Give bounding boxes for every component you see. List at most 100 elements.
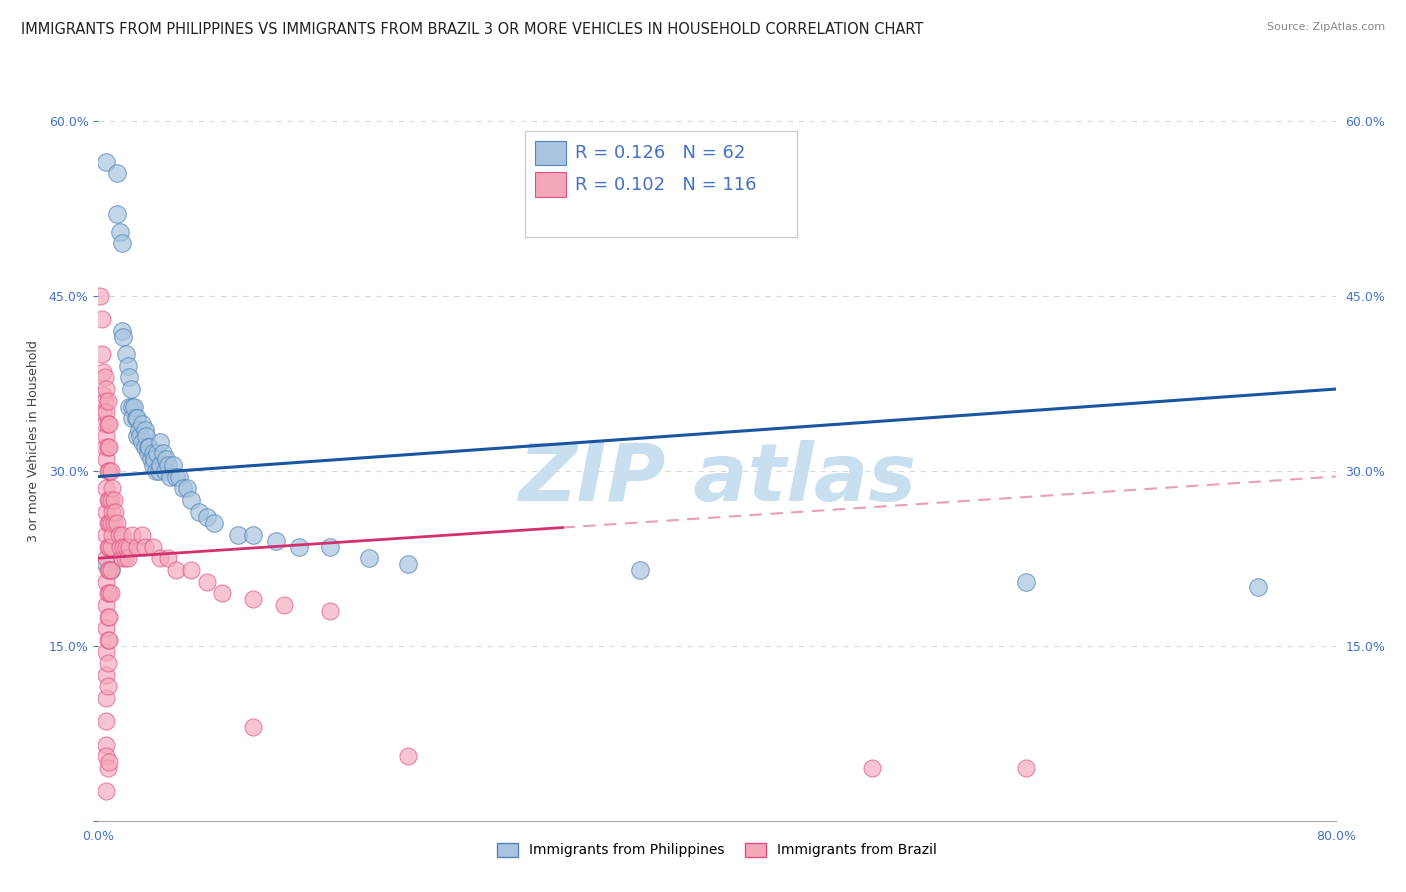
Point [101,504,124,518]
Point [111,551,132,566]
Point [242,592,264,607]
Point [98,441,121,455]
Point [91,365,114,379]
Point [112,540,135,554]
Point [111,324,132,338]
Point [89,289,111,303]
Point [96,528,118,542]
Point [103,516,125,531]
Point [98,563,121,577]
Point [90,347,112,361]
Point [93,393,115,408]
Point [100,540,122,554]
Point [96,405,118,419]
Point [396,557,419,571]
Point [176,481,198,495]
Point [127,411,149,425]
Point [273,598,295,612]
Point [195,510,218,524]
Point [96,557,118,571]
Point [117,359,139,373]
Text: Source: ZipAtlas.com: Source: ZipAtlas.com [1267,22,1385,32]
Point [93,370,115,384]
Point [860,761,883,775]
Point [122,400,145,414]
Point [124,411,146,425]
Point [96,452,118,467]
Point [105,166,128,180]
Point [98,464,121,478]
Point [97,492,120,507]
Point [121,528,143,542]
Point [97,516,120,531]
Point [114,551,136,566]
Point [98,516,121,531]
Point [172,481,194,495]
Point [134,423,156,437]
Point [108,225,131,239]
Point [118,370,141,384]
Point [141,446,165,460]
Point [100,586,122,600]
Text: R = 0.102   N = 116: R = 0.102 N = 116 [575,176,756,194]
Point [97,464,120,478]
Point [1015,761,1038,775]
Point [152,446,174,460]
Point [242,528,264,542]
Point [167,469,190,483]
Point [131,434,153,449]
Point [98,632,121,647]
Point [143,452,166,467]
Point [396,749,419,764]
Point [96,154,118,169]
Point [628,563,651,577]
Point [162,458,184,472]
Point [112,329,135,343]
Point [97,632,120,647]
Point [131,417,153,431]
Point [141,458,165,472]
Point [97,393,120,408]
Point [98,609,121,624]
Point [141,540,165,554]
FancyBboxPatch shape [526,130,797,236]
Point [100,563,122,577]
Point [93,417,115,431]
Point [136,441,159,455]
Point [1015,574,1038,589]
Point [319,540,342,554]
Point [118,400,141,414]
Point [96,574,118,589]
Point [136,446,159,460]
Point [96,749,118,764]
Point [135,428,157,442]
Point [96,428,118,442]
Point [134,441,156,455]
Point [97,586,120,600]
Point [96,644,118,658]
Point [97,540,120,554]
Point [103,492,125,507]
Point [157,458,180,472]
Point [97,761,120,775]
Text: R = 0.126   N = 62: R = 0.126 N = 62 [575,144,745,161]
Point [188,504,211,518]
Point [97,609,120,624]
Point [97,563,120,577]
Point [121,400,143,414]
Point [91,388,114,402]
Point [159,469,181,483]
Point [226,528,249,542]
Point [101,481,124,495]
Point [91,405,114,419]
Text: IMMIGRANTS FROM PHILIPPINES VS IMMIGRANTS FROM BRAZIL 3 OR MORE VEHICLES IN HOUS: IMMIGRANTS FROM PHILIPPINES VS IMMIGRANT… [21,22,924,37]
Point [134,540,156,554]
Point [96,621,118,635]
Point [129,428,152,442]
Point [204,516,226,531]
Point [97,441,120,455]
Point [98,417,121,431]
Point [100,563,122,577]
Point [96,598,118,612]
Point [93,441,115,455]
